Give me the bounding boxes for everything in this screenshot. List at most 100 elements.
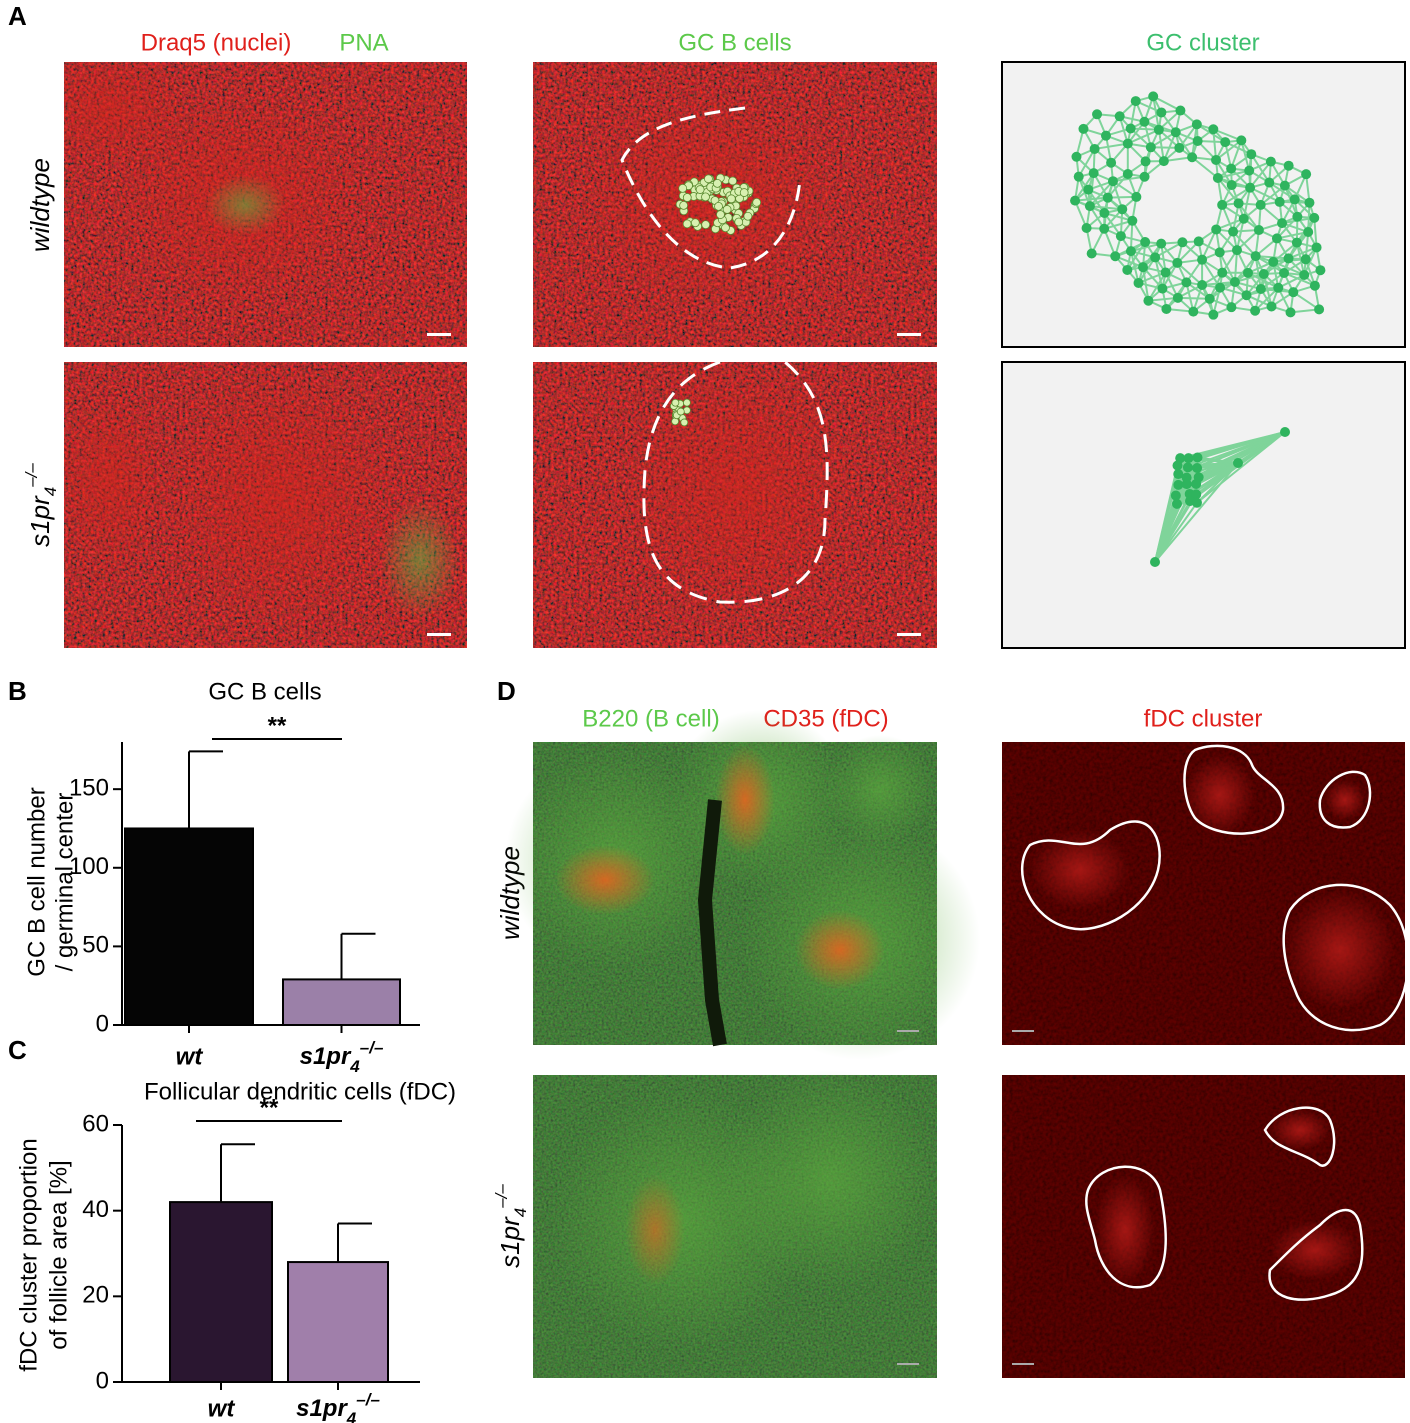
node bbox=[1170, 490, 1181, 501]
row-label-sup: –/– bbox=[22, 463, 41, 488]
node bbox=[1099, 207, 1110, 218]
micrograph bbox=[1002, 1075, 1405, 1378]
node bbox=[1215, 282, 1226, 293]
edge bbox=[1201, 229, 1218, 261]
cell-dot bbox=[734, 217, 744, 227]
x-tick-label-sub: 4 bbox=[349, 1057, 360, 1076]
node bbox=[1107, 176, 1118, 187]
node bbox=[1177, 237, 1188, 248]
edge bbox=[1191, 156, 1219, 179]
cell-dot bbox=[721, 223, 730, 233]
edge bbox=[1201, 259, 1221, 289]
node bbox=[1088, 168, 1099, 179]
node bbox=[1187, 152, 1198, 163]
node bbox=[1226, 302, 1237, 313]
y-tick-label: 100 bbox=[69, 853, 109, 880]
bar bbox=[282, 978, 401, 1027]
row-label: s1pr4–/– bbox=[22, 463, 60, 547]
edge bbox=[1162, 131, 1177, 162]
x-tick-label-sup: –/– bbox=[360, 1038, 384, 1057]
y-tick-label: 150 bbox=[69, 775, 109, 802]
node bbox=[1139, 116, 1150, 127]
significance: ** bbox=[268, 712, 287, 739]
cell-dot bbox=[680, 418, 689, 427]
node bbox=[1140, 156, 1151, 167]
chart-title: GC B cells bbox=[208, 678, 321, 705]
edge bbox=[1215, 139, 1242, 161]
bar bbox=[169, 1201, 273, 1383]
node bbox=[1138, 262, 1149, 273]
edge bbox=[1249, 160, 1272, 189]
edge bbox=[1107, 173, 1129, 199]
node bbox=[1158, 156, 1169, 167]
node bbox=[1255, 199, 1266, 210]
y-tick-label: 50 bbox=[82, 932, 109, 959]
node bbox=[1250, 251, 1261, 262]
cell-dot bbox=[676, 407, 685, 416]
micrograph bbox=[533, 362, 937, 648]
column-title: GC B cells bbox=[678, 29, 791, 56]
node bbox=[1208, 309, 1219, 320]
edge bbox=[1089, 180, 1114, 207]
node bbox=[1125, 123, 1136, 134]
edge bbox=[1154, 462, 1239, 563]
edge bbox=[1260, 184, 1286, 206]
node bbox=[1117, 204, 1128, 215]
micrograph bbox=[64, 362, 467, 648]
node bbox=[1191, 489, 1202, 500]
node bbox=[1214, 247, 1225, 258]
edge bbox=[1142, 266, 1150, 301]
cell-dot bbox=[701, 220, 711, 230]
cell-dot bbox=[752, 197, 762, 207]
node bbox=[1156, 238, 1167, 249]
cell-dot bbox=[679, 200, 689, 210]
y-axis-label: / germinal center bbox=[51, 793, 78, 972]
node bbox=[1197, 254, 1208, 265]
edge bbox=[1235, 218, 1245, 251]
node bbox=[1233, 458, 1243, 468]
node bbox=[1211, 224, 1222, 235]
cell-dot bbox=[712, 178, 722, 188]
node bbox=[1242, 267, 1253, 278]
x-tick-label: s1pr4–/– bbox=[296, 1390, 380, 1423]
chart-title: Follicular dendritic cells (fDC) bbox=[144, 1078, 456, 1105]
x-tick-label: s1pr4–/– bbox=[300, 1038, 384, 1076]
node bbox=[1268, 256, 1279, 267]
bar bbox=[124, 827, 254, 1026]
cell-dot bbox=[695, 185, 705, 194]
node bbox=[1127, 215, 1138, 226]
node bbox=[1145, 142, 1156, 153]
node bbox=[1181, 277, 1192, 288]
node bbox=[1192, 136, 1203, 147]
x-tick-label: wt bbox=[208, 1395, 236, 1422]
cell-dot bbox=[704, 174, 713, 184]
node bbox=[1315, 265, 1326, 276]
node bbox=[1110, 251, 1121, 262]
node bbox=[1291, 237, 1302, 248]
edge bbox=[1218, 251, 1236, 283]
cell-dots bbox=[669, 398, 691, 427]
node bbox=[1197, 280, 1208, 291]
y-axis-label: of follicle area [%] bbox=[45, 1160, 72, 1349]
node bbox=[1182, 462, 1193, 473]
node bbox=[1255, 284, 1266, 295]
edge bbox=[1152, 95, 1181, 112]
node bbox=[1191, 497, 1202, 508]
node bbox=[1157, 283, 1168, 294]
node bbox=[1130, 96, 1141, 107]
node bbox=[1153, 124, 1164, 135]
node bbox=[1102, 192, 1113, 203]
cell-dot bbox=[690, 218, 700, 228]
row-label-sub: 4 bbox=[511, 1208, 530, 1217]
edge bbox=[1176, 240, 1200, 264]
node bbox=[1303, 227, 1314, 238]
node bbox=[1265, 156, 1276, 167]
node bbox=[1099, 223, 1110, 234]
node bbox=[1106, 157, 1117, 168]
edge bbox=[1126, 241, 1147, 271]
node bbox=[1131, 191, 1142, 202]
edge bbox=[1268, 181, 1296, 201]
node bbox=[1175, 105, 1186, 116]
node bbox=[1150, 557, 1160, 567]
